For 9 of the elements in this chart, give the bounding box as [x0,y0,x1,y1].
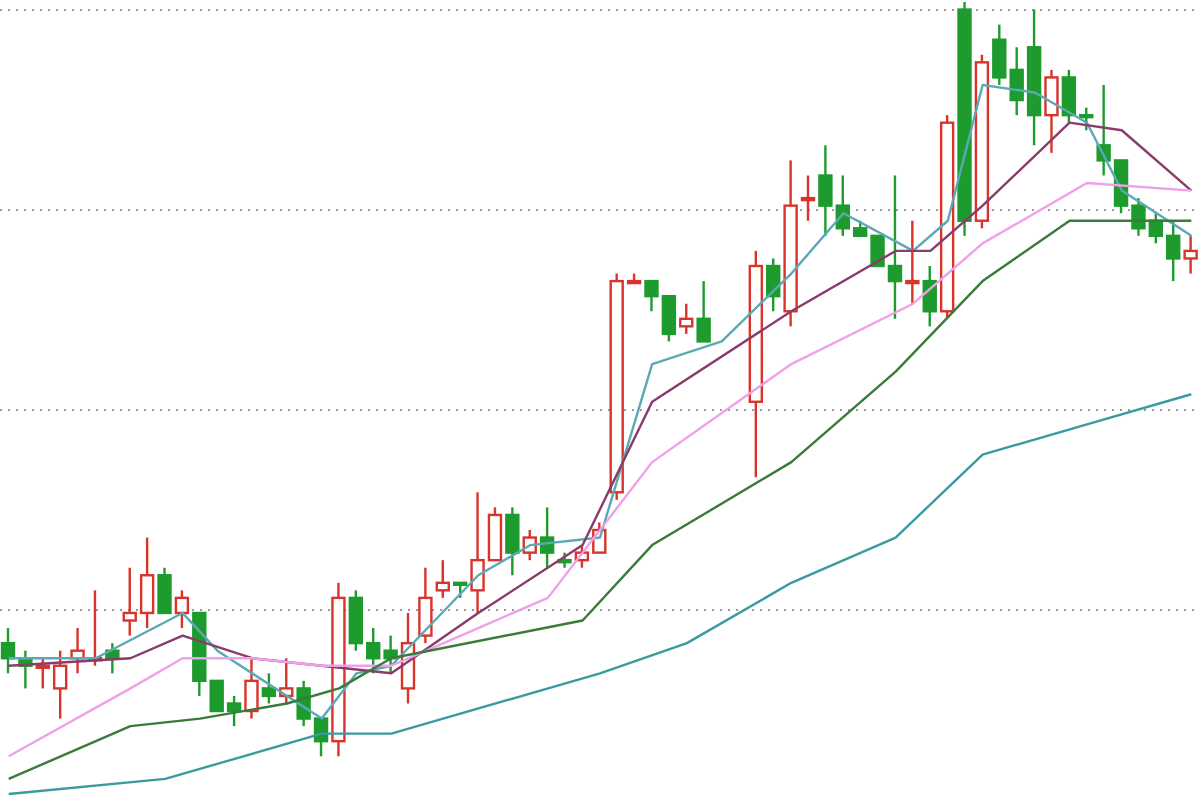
candlestick [800,174,816,222]
candlestick [505,506,520,577]
candlestick [1044,68,1059,155]
candlestick [783,159,798,328]
candlestick [957,0,972,238]
candlestick [244,657,259,720]
candlestick [331,581,346,758]
candlestick [905,219,920,305]
candlestick [418,566,433,645]
